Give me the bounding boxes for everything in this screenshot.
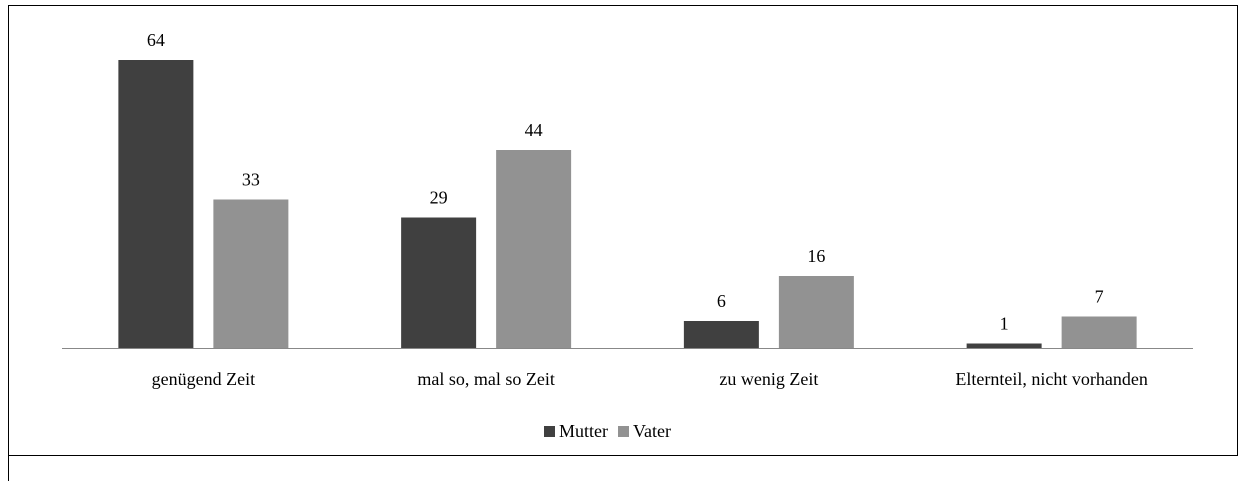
legend-swatch <box>544 426 555 437</box>
data-label: 29 <box>430 188 448 208</box>
data-label: 16 <box>807 246 825 266</box>
bar <box>1061 316 1137 348</box>
bar <box>401 217 477 348</box>
x-tick-label: mal so, mal so Zeit <box>417 369 554 389</box>
bar <box>213 199 289 348</box>
bar <box>496 150 572 348</box>
x-tick-label: Elternteil, nicht vorhanden <box>955 369 1147 389</box>
bar <box>778 276 854 348</box>
legend-label: Vater <box>633 421 671 441</box>
data-label: 6 <box>717 291 726 311</box>
legend-swatch <box>618 426 629 437</box>
data-label: 33 <box>242 170 260 190</box>
legend-label: Mutter <box>559 421 608 441</box>
frame <box>8 5 1238 456</box>
data-label: 44 <box>525 120 543 140</box>
data-label: 1 <box>1000 314 1009 334</box>
x-tick-label: zu wenig Zeit <box>719 369 818 389</box>
bar <box>118 60 194 348</box>
bar <box>966 343 1042 348</box>
data-label: 64 <box>147 30 165 50</box>
bar <box>683 321 759 348</box>
x-tick-label: genügend Zeit <box>152 369 255 389</box>
data-label: 7 <box>1095 287 1104 307</box>
